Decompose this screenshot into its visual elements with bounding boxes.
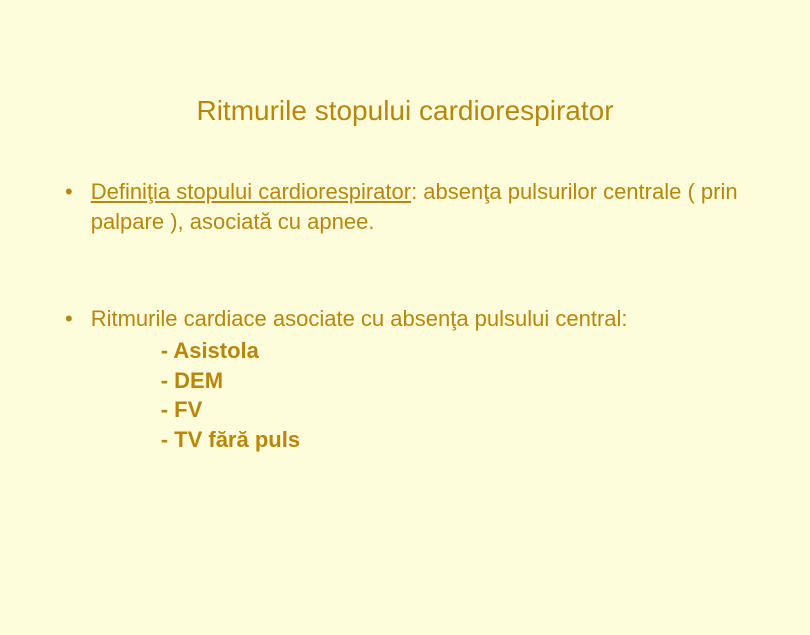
sub-item: - FV (161, 395, 628, 425)
bullet-list: • Definiţia stopului cardiorespirator: a… (65, 177, 770, 455)
spacer (65, 244, 770, 304)
bullet-marker: • (65, 304, 73, 334)
sub-item: - Asistola (161, 336, 628, 366)
sub-item-list: - Asistola - DEM - FV - TV fără puls (161, 336, 628, 455)
bullet-rest: Ritmurile cardiace asociate cu absenţa p… (91, 306, 628, 331)
slide-title: Ritmurile stopului cardiorespirator (0, 95, 810, 127)
slide: Ritmurile stopului cardiorespirator • De… (0, 95, 810, 635)
bullet-text: Ritmurile cardiace asociate cu absenţa p… (91, 304, 628, 454)
sub-item: - DEM (161, 366, 628, 396)
bullet-item: • Ritmurile cardiace asociate cu absenţa… (65, 304, 770, 454)
sub-item: - TV fără puls (161, 425, 628, 455)
bullet-marker: • (65, 177, 73, 207)
bullet-underlined-lead: Definiţia stopului cardiorespirator (91, 179, 411, 204)
bullet-text: Definiţia stopului cardiorespirator: abs… (91, 177, 770, 236)
bullet-item: • Definiţia stopului cardiorespirator: a… (65, 177, 770, 236)
